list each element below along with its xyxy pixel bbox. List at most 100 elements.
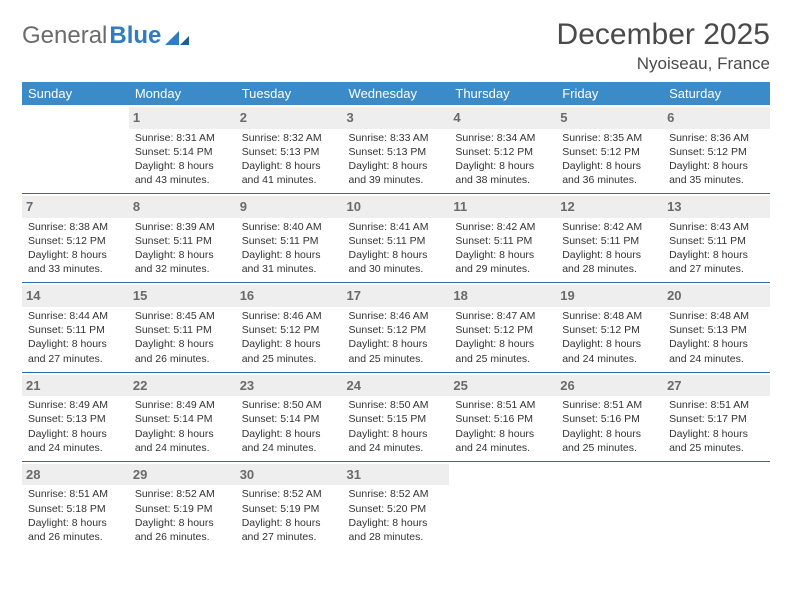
day-details: Sunrise: 8:42 AMSunset: 5:11 PMDaylight:… xyxy=(562,220,657,277)
calendar-cell: 6Sunrise: 8:36 AMSunset: 5:12 PMDaylight… xyxy=(663,105,770,194)
calendar-cell: 12Sunrise: 8:42 AMSunset: 5:11 PMDayligh… xyxy=(556,194,663,283)
day-details: Sunrise: 8:48 AMSunset: 5:13 PMDaylight:… xyxy=(669,309,764,366)
calendar-cell: 25Sunrise: 8:51 AMSunset: 5:16 PMDayligh… xyxy=(449,372,556,461)
weekday-header: Sunday xyxy=(22,82,129,105)
calendar-row: 28Sunrise: 8:51 AMSunset: 5:18 PMDayligh… xyxy=(22,461,770,550)
calendar-page: GeneralBlue December 2025 Nyoiseau, Fran… xyxy=(0,0,792,612)
calendar-cell: 17Sunrise: 8:46 AMSunset: 5:12 PMDayligh… xyxy=(343,283,450,372)
day-number: 12 xyxy=(556,196,663,218)
day-details: Sunrise: 8:46 AMSunset: 5:12 PMDaylight:… xyxy=(242,309,337,366)
day-number: 1 xyxy=(129,107,236,129)
day-details: Sunrise: 8:51 AMSunset: 5:16 PMDaylight:… xyxy=(455,398,550,455)
day-number: 17 xyxy=(343,285,450,307)
calendar-cell: 10Sunrise: 8:41 AMSunset: 5:11 PMDayligh… xyxy=(343,194,450,283)
logo-text-2: Blue xyxy=(109,22,161,50)
logo: GeneralBlue xyxy=(22,18,189,50)
weekday-header: Wednesday xyxy=(343,82,450,105)
day-number: 4 xyxy=(449,107,556,129)
day-details: Sunrise: 8:35 AMSunset: 5:12 PMDaylight:… xyxy=(562,131,657,188)
calendar-row: 1Sunrise: 8:31 AMSunset: 5:14 PMDaylight… xyxy=(22,105,770,194)
day-details: Sunrise: 8:51 AMSunset: 5:16 PMDaylight:… xyxy=(562,398,657,455)
weekday-header: Monday xyxy=(129,82,236,105)
calendar-cell: 18Sunrise: 8:47 AMSunset: 5:12 PMDayligh… xyxy=(449,283,556,372)
day-number: 18 xyxy=(449,285,556,307)
weekday-header: Saturday xyxy=(663,82,770,105)
calendar-row: 7Sunrise: 8:38 AMSunset: 5:12 PMDaylight… xyxy=(22,194,770,283)
day-number: 3 xyxy=(343,107,450,129)
calendar-cell: 30Sunrise: 8:52 AMSunset: 5:19 PMDayligh… xyxy=(236,461,343,550)
day-number: 8 xyxy=(129,196,236,218)
day-number: 15 xyxy=(129,285,236,307)
calendar-cell: 16Sunrise: 8:46 AMSunset: 5:12 PMDayligh… xyxy=(236,283,343,372)
day-number: 23 xyxy=(236,375,343,397)
day-details: Sunrise: 8:32 AMSunset: 5:13 PMDaylight:… xyxy=(242,131,337,188)
day-number: 16 xyxy=(236,285,343,307)
day-number: 19 xyxy=(556,285,663,307)
day-number: 22 xyxy=(129,375,236,397)
calendar-cell: 31Sunrise: 8:52 AMSunset: 5:20 PMDayligh… xyxy=(343,461,450,550)
header: GeneralBlue December 2025 Nyoiseau, Fran… xyxy=(22,18,770,74)
day-number: 14 xyxy=(22,285,129,307)
day-number: 27 xyxy=(663,375,770,397)
calendar-table: SundayMondayTuesdayWednesdayThursdayFrid… xyxy=(22,82,770,550)
calendar-cell: 24Sunrise: 8:50 AMSunset: 5:15 PMDayligh… xyxy=(343,372,450,461)
day-details: Sunrise: 8:42 AMSunset: 5:11 PMDaylight:… xyxy=(455,220,550,277)
calendar-cell: 23Sunrise: 8:50 AMSunset: 5:14 PMDayligh… xyxy=(236,372,343,461)
calendar-row: 21Sunrise: 8:49 AMSunset: 5:13 PMDayligh… xyxy=(22,372,770,461)
day-details: Sunrise: 8:45 AMSunset: 5:11 PMDaylight:… xyxy=(135,309,230,366)
calendar-cell: 28Sunrise: 8:51 AMSunset: 5:18 PMDayligh… xyxy=(22,461,129,550)
day-number: 21 xyxy=(22,375,129,397)
day-number: 26 xyxy=(556,375,663,397)
day-number: 25 xyxy=(449,375,556,397)
day-details: Sunrise: 8:38 AMSunset: 5:12 PMDaylight:… xyxy=(28,220,123,277)
day-details: Sunrise: 8:50 AMSunset: 5:15 PMDaylight:… xyxy=(349,398,444,455)
day-number: 31 xyxy=(343,464,450,486)
logo-text-1: General xyxy=(22,22,107,50)
day-number: 13 xyxy=(663,196,770,218)
calendar-cell: 29Sunrise: 8:52 AMSunset: 5:19 PMDayligh… xyxy=(129,461,236,550)
title-month: December 2025 xyxy=(557,18,770,52)
calendar-row: 14Sunrise: 8:44 AMSunset: 5:11 PMDayligh… xyxy=(22,283,770,372)
weekday-header: Thursday xyxy=(449,82,556,105)
day-number: 2 xyxy=(236,107,343,129)
calendar-cell-empty xyxy=(663,461,770,550)
logo-mark-icon xyxy=(165,27,189,45)
calendar-cell: 1Sunrise: 8:31 AMSunset: 5:14 PMDaylight… xyxy=(129,105,236,194)
day-number: 5 xyxy=(556,107,663,129)
day-details: Sunrise: 8:40 AMSunset: 5:11 PMDaylight:… xyxy=(242,220,337,277)
calendar-cell: 2Sunrise: 8:32 AMSunset: 5:13 PMDaylight… xyxy=(236,105,343,194)
day-details: Sunrise: 8:52 AMSunset: 5:20 PMDaylight:… xyxy=(349,487,444,544)
day-details: Sunrise: 8:47 AMSunset: 5:12 PMDaylight:… xyxy=(455,309,550,366)
weekday-header: Tuesday xyxy=(236,82,343,105)
calendar-cell: 27Sunrise: 8:51 AMSunset: 5:17 PMDayligh… xyxy=(663,372,770,461)
calendar-cell: 15Sunrise: 8:45 AMSunset: 5:11 PMDayligh… xyxy=(129,283,236,372)
calendar-cell: 13Sunrise: 8:43 AMSunset: 5:11 PMDayligh… xyxy=(663,194,770,283)
weekday-header: Friday xyxy=(556,82,663,105)
day-number: 28 xyxy=(22,464,129,486)
day-details: Sunrise: 8:33 AMSunset: 5:13 PMDaylight:… xyxy=(349,131,444,188)
calendar-cell: 11Sunrise: 8:42 AMSunset: 5:11 PMDayligh… xyxy=(449,194,556,283)
day-number: 30 xyxy=(236,464,343,486)
calendar-cell: 7Sunrise: 8:38 AMSunset: 5:12 PMDaylight… xyxy=(22,194,129,283)
day-number: 10 xyxy=(343,196,450,218)
day-details: Sunrise: 8:31 AMSunset: 5:14 PMDaylight:… xyxy=(135,131,230,188)
calendar-cell: 19Sunrise: 8:48 AMSunset: 5:12 PMDayligh… xyxy=(556,283,663,372)
day-details: Sunrise: 8:51 AMSunset: 5:18 PMDaylight:… xyxy=(28,487,123,544)
day-number: 9 xyxy=(236,196,343,218)
calendar-cell: 4Sunrise: 8:34 AMSunset: 5:12 PMDaylight… xyxy=(449,105,556,194)
calendar-cell: 3Sunrise: 8:33 AMSunset: 5:13 PMDaylight… xyxy=(343,105,450,194)
calendar-cell: 8Sunrise: 8:39 AMSunset: 5:11 PMDaylight… xyxy=(129,194,236,283)
calendar-cell: 9Sunrise: 8:40 AMSunset: 5:11 PMDaylight… xyxy=(236,194,343,283)
calendar-cell: 22Sunrise: 8:49 AMSunset: 5:14 PMDayligh… xyxy=(129,372,236,461)
day-details: Sunrise: 8:52 AMSunset: 5:19 PMDaylight:… xyxy=(135,487,230,544)
day-number: 24 xyxy=(343,375,450,397)
day-details: Sunrise: 8:52 AMSunset: 5:19 PMDaylight:… xyxy=(242,487,337,544)
title-location: Nyoiseau, France xyxy=(557,54,770,74)
day-details: Sunrise: 8:43 AMSunset: 5:11 PMDaylight:… xyxy=(669,220,764,277)
calendar-cell-empty xyxy=(556,461,663,550)
day-details: Sunrise: 8:41 AMSunset: 5:11 PMDaylight:… xyxy=(349,220,444,277)
day-details: Sunrise: 8:49 AMSunset: 5:13 PMDaylight:… xyxy=(28,398,123,455)
day-details: Sunrise: 8:44 AMSunset: 5:11 PMDaylight:… xyxy=(28,309,123,366)
day-details: Sunrise: 8:46 AMSunset: 5:12 PMDaylight:… xyxy=(349,309,444,366)
day-number: 6 xyxy=(663,107,770,129)
